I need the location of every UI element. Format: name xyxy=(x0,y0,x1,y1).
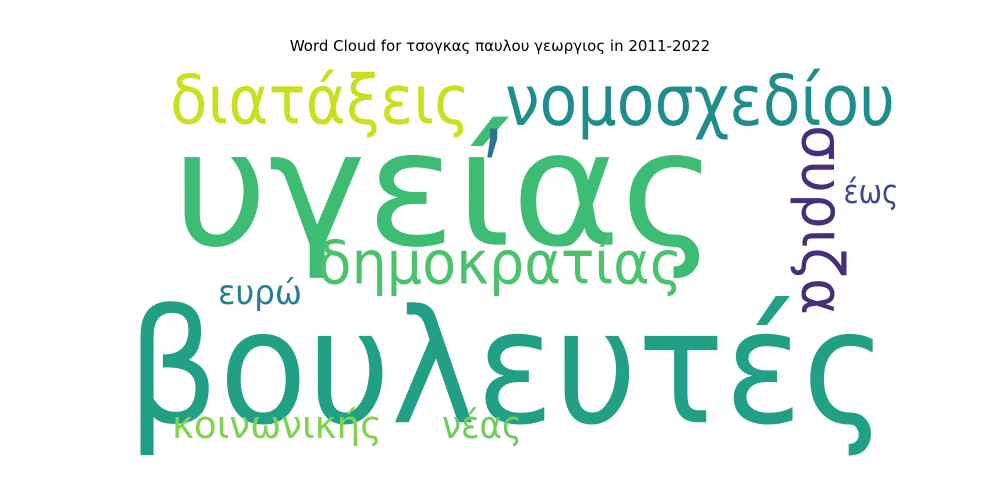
chart-title: Word Cloud for τσογκας παυλου γεωργιος i… xyxy=(289,37,711,55)
word-cloud-word: συριζα xyxy=(788,125,855,315)
word-cloud-word: , xyxy=(482,33,504,173)
word-cloud-word: κοινωνικής xyxy=(172,403,382,447)
word-cloud-word: βουλευτές xyxy=(127,276,887,460)
word-cloud-word: διατάξεις xyxy=(170,62,470,141)
word-cloud-word: νέας xyxy=(442,402,522,447)
word-cloud-word: ευρώ xyxy=(218,272,302,312)
word-cloud-word: δημοκρατίας xyxy=(318,228,683,299)
word-cloud-word: νομοσχεδίου xyxy=(505,60,895,142)
word-cloud-word: υγείας xyxy=(173,97,718,283)
word-cloud-word: έως xyxy=(844,174,899,212)
